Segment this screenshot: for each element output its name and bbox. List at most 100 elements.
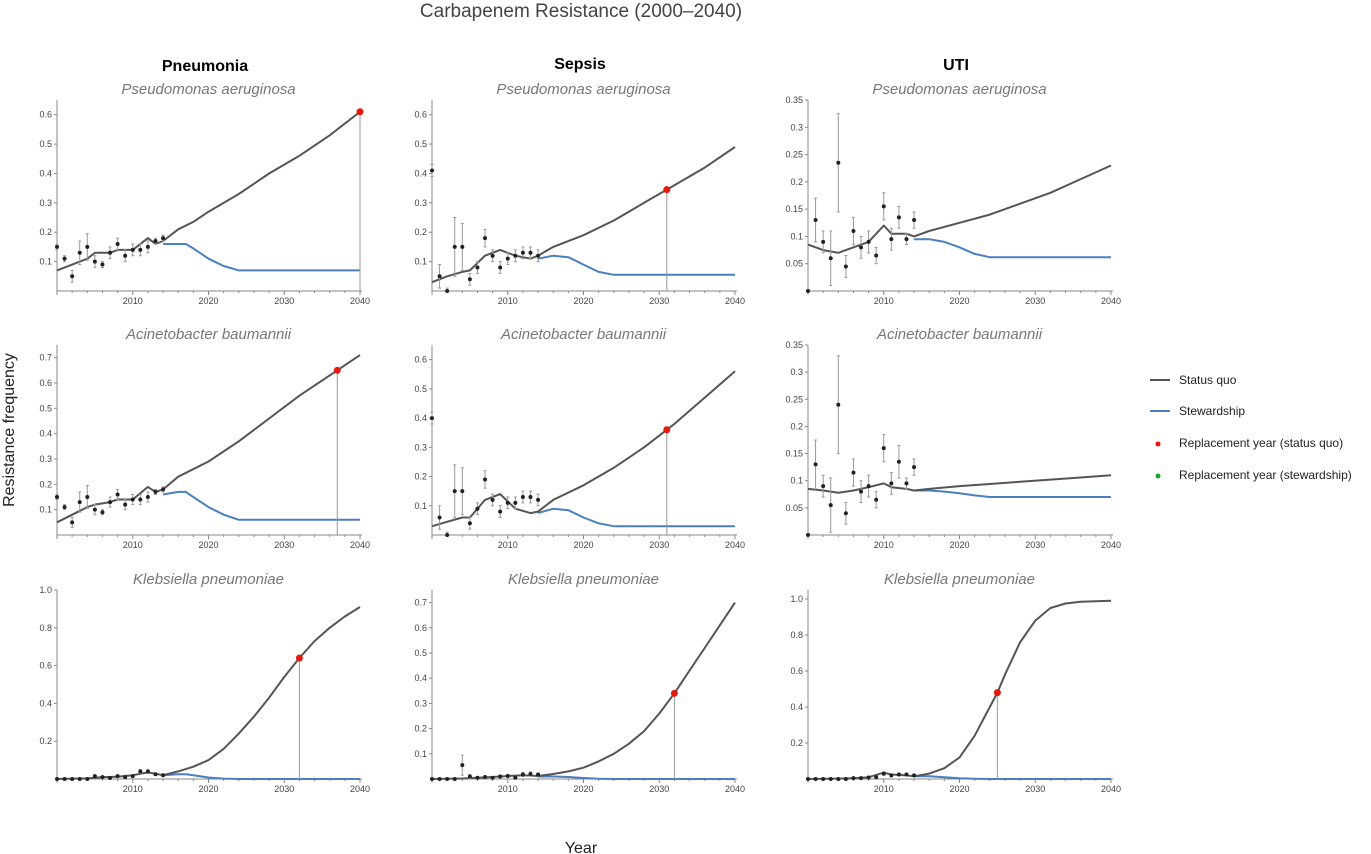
x-tick-label: 2040: [1101, 540, 1121, 550]
observed-point: [498, 265, 503, 270]
observed-point: [70, 274, 75, 279]
x-tick-label: 2020: [573, 540, 593, 550]
observed-point: [866, 775, 871, 780]
observed-point: [115, 774, 120, 779]
x-tick-label: 2040: [1101, 784, 1121, 794]
y-tick-label: 0.15: [785, 449, 803, 459]
y-tick-label: 0.2: [790, 738, 803, 748]
x-tick-label: 2010: [874, 784, 894, 794]
y-tick-label: 0.15: [785, 204, 803, 214]
observed-point: [889, 237, 894, 242]
replacement-year-marker: [663, 426, 671, 434]
x-tick-label: 2020: [949, 540, 969, 550]
stewardship-line: [163, 773, 360, 780]
y-tick-label: 0.25: [785, 394, 803, 404]
panel-pneumonia-acinetobacter-baumannii: Acinetobacter baumannii 2010 2020 2030 2040 0…: [39, 326, 370, 550]
observed-point: [859, 489, 864, 494]
observed-point: [483, 774, 488, 779]
panel-subtitle: Klebsiella pneumoniae: [508, 571, 659, 588]
observed-point: [513, 253, 518, 258]
panel-subtitle: Acinetobacter baumannii: [876, 326, 1043, 343]
y-tick-label: 0.6: [39, 378, 52, 388]
observed-point: [821, 777, 826, 781]
status-quo-line: [431, 602, 736, 780]
y-tick-label: 0.25: [785, 150, 803, 160]
y-tick-label: 0.6: [414, 623, 427, 633]
observed-point: [513, 775, 518, 780]
observed-point: [505, 256, 510, 261]
legend: Status quo Stewardship Replacement year …: [1150, 373, 1352, 482]
observed-point: [138, 497, 143, 502]
y-tick-label: 0.35: [785, 95, 803, 105]
replacement-year-marker: [993, 689, 1001, 697]
y-tick-label: 0.2: [414, 724, 427, 734]
y-tick-label: 0.4: [414, 413, 427, 423]
observed-point: [806, 533, 810, 537]
status-quo-line: [56, 354, 361, 524]
x-tick-label: 2010: [123, 540, 143, 550]
stewardship-line: [914, 238, 1111, 259]
observed-point: [130, 774, 135, 779]
observed-point: [843, 777, 848, 781]
stewardship-line: [914, 775, 1111, 780]
legend-label-replacement-stewardship: Replacement year (stewardship): [1179, 468, 1352, 482]
stewardship-line: [914, 489, 1111, 498]
x-tick-label: 2030: [274, 296, 294, 306]
x-tick-label: 2040: [350, 540, 370, 550]
replacement-year-marker: [663, 186, 671, 194]
observed-point: [130, 247, 135, 252]
observed-point: [445, 289, 450, 293]
observed-point: [108, 776, 113, 781]
observed-point: [430, 416, 434, 421]
observed-point: [145, 244, 150, 249]
y-tick-label: 0.05: [785, 503, 803, 513]
y-tick-label: 0.5: [39, 139, 52, 149]
y-tick-label: 0.6: [790, 666, 803, 676]
panel-pneumonia-pseudomonas-aeruginosa: Pseudomonas aeruginosa 2010 2020 2030 2040 0.…: [39, 81, 370, 306]
replacement-year-marker: [333, 366, 341, 374]
panel-subtitle: Pseudomonas aeruginosa: [496, 81, 670, 98]
panel-subtitle: Klebsiella pneumoniae: [133, 571, 284, 588]
observed-point: [475, 775, 480, 780]
y-tick-label: 0.3: [414, 198, 427, 208]
x-tick-label: 2020: [949, 784, 969, 794]
observed-point: [896, 215, 901, 220]
observed-point: [92, 507, 97, 512]
legend-label-stewardship: Stewardship: [1179, 404, 1245, 418]
x-tick-label: 2010: [498, 540, 518, 550]
y-tick-label: 0.3: [790, 367, 803, 377]
replacement-year-marker: [356, 108, 364, 116]
y-tick-label: 0.6: [39, 661, 52, 671]
column-title-sepsis: Sepsis: [554, 56, 606, 73]
observed-point: [843, 264, 848, 269]
observed-point: [490, 497, 495, 502]
y-tick-label: 0.3: [414, 442, 427, 452]
y-tick-label: 0.4: [39, 168, 52, 178]
y-tick-label: 0.6: [414, 355, 427, 365]
observed-point: [161, 236, 166, 241]
observed-point: [904, 237, 909, 242]
observed-point: [536, 253, 541, 258]
observed-point: [904, 481, 909, 486]
y-tick-label: 0.8: [790, 630, 803, 640]
x-tick-label: 2030: [649, 296, 669, 306]
y-tick-label: 0.2: [790, 421, 803, 431]
observed-point: [100, 510, 105, 515]
y-tick-label: 0.4: [414, 168, 427, 178]
x-tick-label: 2020: [198, 296, 218, 306]
panel-sepsis-acinetobacter-baumannii: Acinetobacter baumannii 2010 2020 2030 2040 0…: [414, 326, 745, 550]
observed-point: [145, 769, 150, 774]
replacement-year-marker: [295, 654, 303, 662]
observed-point: [912, 773, 917, 778]
y-tick-label: 0.4: [414, 673, 427, 683]
x-tick-label: 2010: [874, 296, 894, 306]
figure-title: Carbapenem Resistance (2000–2040): [420, 1, 742, 22]
x-tick-label: 2020: [198, 784, 218, 794]
status-quo-line: [431, 146, 736, 284]
observed-point: [813, 218, 818, 223]
observed-point: [483, 236, 488, 241]
y-tick-label: 0.05: [785, 259, 803, 269]
observed-point: [866, 239, 871, 244]
replacement-year-marker: [670, 689, 678, 697]
